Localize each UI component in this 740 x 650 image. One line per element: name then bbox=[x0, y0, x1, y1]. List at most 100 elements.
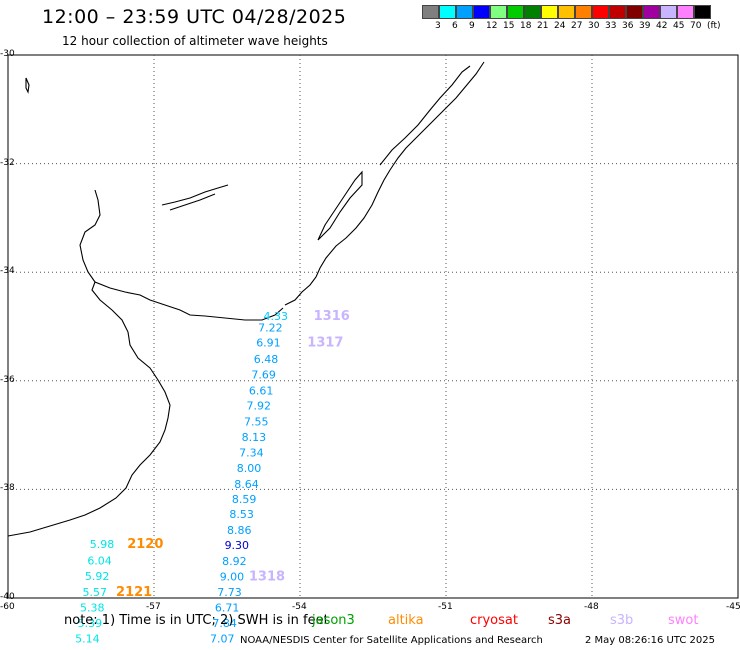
lat-tick-label: -30 bbox=[0, 49, 15, 59]
legend-swatch bbox=[592, 5, 609, 19]
lat-tick-label: -38 bbox=[0, 483, 15, 494]
coastline-lagoon bbox=[317, 170, 363, 241]
legend-swatch bbox=[541, 5, 558, 19]
legend-label: 70 bbox=[690, 21, 702, 31]
wave-height-label: 5.38 bbox=[80, 602, 105, 615]
pass-labels-layer: 1316 1317 1318 2120 2121 bbox=[116, 309, 350, 600]
wave-height-label: 7.84 bbox=[212, 617, 237, 630]
color-legend: 3 6 9 12 15 18 21 24 27 30 33 36 39 42 45 70 (ft) bbox=[422, 5, 721, 31]
wave-height-label: 5.92 bbox=[85, 570, 110, 583]
coastline-north-estuary bbox=[379, 65, 471, 166]
satellite-s3b: s3b bbox=[610, 613, 634, 628]
coastline-inland-water bbox=[161, 184, 229, 211]
wave-height-label: 9.30 bbox=[225, 539, 250, 552]
wave-height-label: 4.33 bbox=[264, 310, 289, 323]
lon-tick-label: -51 bbox=[438, 602, 453, 612]
legend-label: 6 bbox=[452, 21, 458, 31]
wave-height-label: 8.86 bbox=[227, 524, 252, 537]
legend-labels: 3 6 9 12 15 18 21 24 27 30 33 36 39 42 45 70 (ft) bbox=[422, 21, 740, 35]
satellite-altika: altika bbox=[388, 613, 424, 628]
legend-swatch bbox=[575, 5, 592, 19]
coastline-argentina bbox=[7, 189, 284, 537]
wave-height-label: 8.59 bbox=[232, 493, 257, 506]
wave-height-label: 5.14 bbox=[75, 633, 100, 646]
legend-swatch bbox=[507, 5, 524, 19]
legend-swatch bbox=[490, 5, 507, 19]
wave-height-label: 9.00 bbox=[220, 571, 245, 584]
wave-height-label: 7.07 bbox=[210, 633, 235, 646]
generated-timestamp: 2 May 08:26:16 UTC 2025 bbox=[585, 635, 715, 646]
legend-label: 18 bbox=[520, 21, 532, 31]
map-frame bbox=[7, 54, 739, 599]
credit-line: NOAA/NESDIS Center for Satellite Applica… bbox=[240, 635, 543, 646]
lon-tick-label: -60 bbox=[0, 602, 15, 612]
legend-label: 45 bbox=[673, 21, 685, 31]
lat-tick-label: -34 bbox=[0, 266, 15, 277]
lon-tick-label: -54 bbox=[292, 602, 307, 612]
map-subtitle: 12 hour collection of altimeter wave hei… bbox=[62, 34, 328, 48]
coastline bbox=[7, 61, 485, 537]
satellite-s3a: s3a bbox=[548, 613, 572, 628]
legend-swatch bbox=[439, 5, 456, 19]
satellite-cryosat: cryosat bbox=[470, 613, 518, 628]
pass-number-label: 1316 bbox=[314, 309, 350, 324]
wave-height-label: 6.91 bbox=[256, 337, 281, 350]
wave-height-label: 7.92 bbox=[246, 400, 271, 413]
wave-height-label: 7.55 bbox=[244, 415, 268, 428]
wave-height-label: 8.92 bbox=[222, 555, 247, 568]
pass-number-label: 1317 bbox=[307, 336, 343, 351]
wave-height-label: 5.98 bbox=[90, 538, 115, 551]
legend-swatch bbox=[677, 5, 694, 19]
legend-label: 27 bbox=[571, 21, 583, 31]
legend-swatch bbox=[626, 5, 643, 19]
legend-label: 21 bbox=[537, 21, 549, 31]
legend-label: 39 bbox=[639, 21, 651, 31]
satellite-swot: swot bbox=[668, 613, 699, 628]
legend-label: 12 bbox=[486, 21, 498, 31]
wave-height-label: 6.61 bbox=[249, 384, 274, 397]
legend-label: 30 bbox=[588, 21, 600, 31]
legend-label: 9 bbox=[469, 21, 475, 31]
coastline-uruguay-brazil bbox=[284, 61, 485, 306]
wave-height-label: 7.69 bbox=[251, 369, 275, 382]
lon-tick-label: -45 bbox=[726, 602, 740, 612]
lat-tick-label: -40 bbox=[0, 592, 15, 602]
map-title: 12:00 – 23:59 UTC 04/28/2025 bbox=[42, 6, 347, 28]
wave-height-label: 7.22 bbox=[258, 321, 283, 334]
lat-tick-label: -36 bbox=[0, 374, 15, 385]
legend-swatches bbox=[422, 5, 711, 19]
legend-label: 36 bbox=[622, 21, 634, 31]
wave-height-label: 8.53 bbox=[229, 508, 254, 521]
lon-tick-label: -57 bbox=[146, 602, 161, 612]
coastline-small-island bbox=[25, 77, 30, 94]
legend-swatch bbox=[524, 5, 541, 19]
wave-height-label: 8.64 bbox=[234, 478, 258, 491]
wave-height-label: 6.71 bbox=[215, 602, 240, 615]
wave-height-label: 5.39 bbox=[78, 617, 103, 630]
lat-lon-grid bbox=[7, 54, 739, 599]
legend-swatch bbox=[643, 5, 660, 19]
legend-swatch bbox=[660, 5, 677, 19]
wave-height-label: 6.04 bbox=[87, 554, 112, 567]
legend-label: (ft) bbox=[707, 21, 721, 31]
pass-number-label: 2120 bbox=[127, 537, 163, 552]
wave-height-label: 7.34 bbox=[239, 446, 264, 459]
wave-height-label: 5.57 bbox=[82, 586, 107, 599]
pass-number-label: 2121 bbox=[116, 585, 152, 600]
legend-swatch bbox=[694, 5, 711, 19]
legend-swatch bbox=[456, 5, 473, 19]
legend-swatch bbox=[473, 5, 490, 19]
legend-label: 42 bbox=[656, 21, 668, 31]
wave-height-label: 7.73 bbox=[217, 586, 242, 599]
wave-height-label: 6.48 bbox=[254, 353, 279, 366]
pass-number-label: 1318 bbox=[249, 570, 285, 585]
lat-tick-label: -32 bbox=[0, 157, 15, 168]
observations-layer: 4.337.22 6.91 6.48 7.69 6.61 7.92 7.55 8.13 7.34… bbox=[75, 310, 288, 646]
legend-swatch bbox=[422, 5, 439, 19]
legend-label: 3 bbox=[435, 21, 441, 31]
legend-swatch bbox=[558, 5, 575, 19]
legend-label: 15 bbox=[503, 21, 515, 31]
legend-label: 33 bbox=[605, 21, 617, 31]
legend-swatch bbox=[609, 5, 626, 19]
